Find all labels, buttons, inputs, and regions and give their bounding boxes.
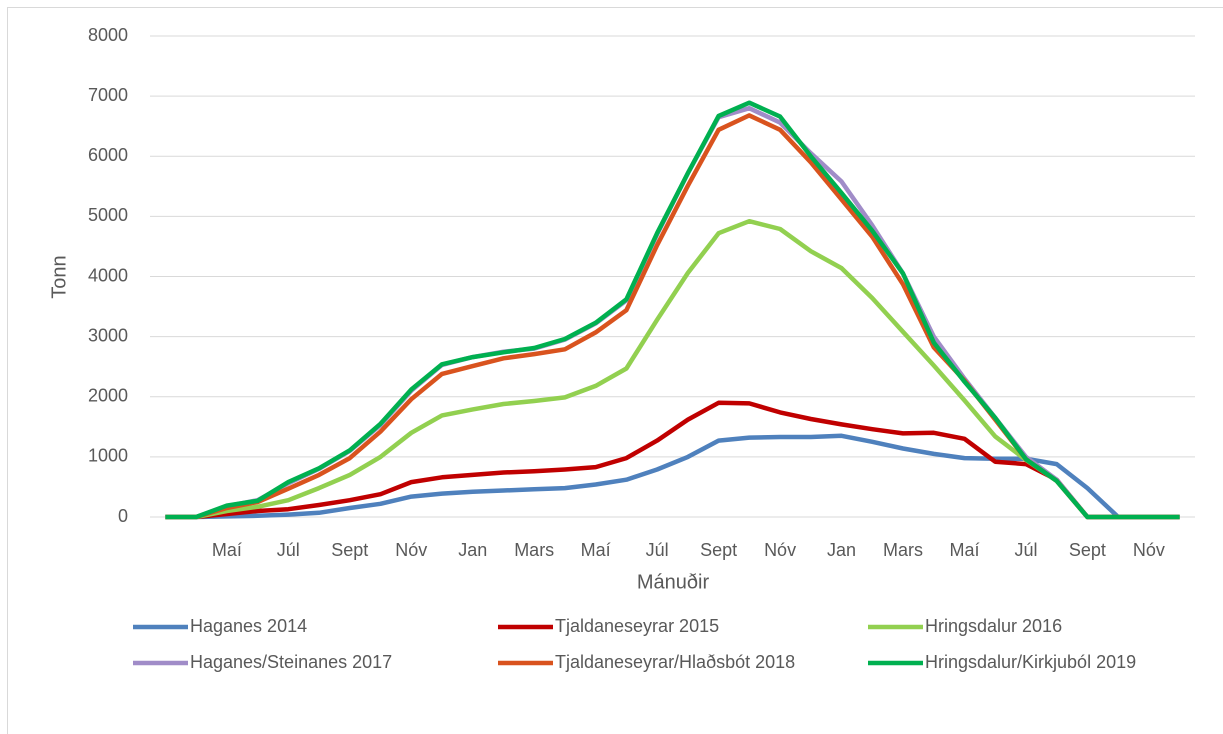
x-tick-label: Jan — [827, 540, 856, 560]
y-axis-title: Tonn — [48, 255, 70, 298]
x-tick-label: Jan — [458, 540, 487, 560]
legend-label: Hringsdalur/Kirkjuból 2019 — [925, 652, 1136, 672]
y-tick-label: 8000 — [88, 25, 128, 45]
series-line — [165, 218, 1180, 520]
legend-label: Haganes/Steinanes 2017 — [190, 652, 392, 672]
x-tick-label: Sept — [331, 540, 368, 560]
legend-label: Hringsdalur 2016 — [925, 616, 1062, 636]
legend-label: Haganes 2014 — [190, 616, 307, 636]
y-tick-label: 6000 — [88, 145, 128, 165]
x-axis-title: Mánuðir — [637, 571, 710, 593]
x-tick-label: Nóv — [764, 540, 796, 560]
series-line — [165, 433, 1180, 520]
chart-border — [7, 7, 1223, 734]
x-tick-label: Mars — [883, 540, 923, 560]
y-tick-label: 5000 — [88, 205, 128, 225]
x-tick-label: Maí — [212, 540, 242, 560]
x-tick-label: Sept — [700, 540, 737, 560]
x-tick-label: Maí — [949, 540, 979, 560]
x-tick-label: Nóv — [1133, 540, 1165, 560]
legend-label: Tjaldaneseyrar 2015 — [555, 616, 719, 636]
y-tick-label: 0 — [118, 506, 128, 526]
x-tick-label: Júl — [277, 540, 300, 560]
legend-label: Tjaldaneseyrar/Hlaðsbót 2018 — [555, 652, 795, 672]
x-tick-label: Júl — [646, 540, 669, 560]
y-tick-label: 4000 — [88, 265, 128, 285]
x-tick-label: Mars — [514, 540, 554, 560]
series-line — [165, 105, 1180, 520]
y-tick-label: 2000 — [88, 386, 128, 406]
series-line — [165, 100, 1180, 520]
series-line — [165, 400, 1180, 520]
y-tick-label: 1000 — [88, 446, 128, 466]
x-tick-label: Maí — [581, 540, 611, 560]
x-tick-label: Sept — [1069, 540, 1106, 560]
y-tick-label: 7000 — [88, 85, 128, 105]
x-tick-label: Nóv — [395, 540, 427, 560]
x-tick-label: Júl — [1014, 540, 1037, 560]
y-tick-label: 3000 — [88, 325, 128, 345]
